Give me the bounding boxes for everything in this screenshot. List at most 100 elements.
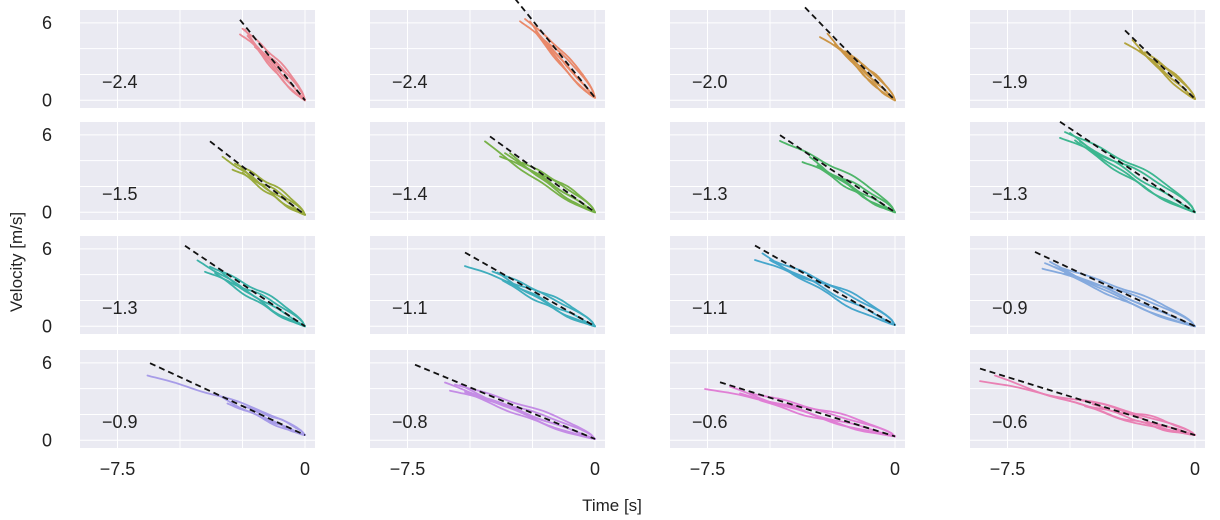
slope-label: −2.0 [692, 72, 728, 92]
plot-area [670, 236, 905, 334]
x-tick-label: −7.5 [990, 459, 1026, 479]
slope-label: −1.3 [992, 184, 1028, 204]
series-group [1124, 39, 1196, 100]
x-tick-label: −7.5 [390, 459, 426, 479]
velocity-trace [1084, 405, 1196, 437]
subplot-10: −1.1 [370, 236, 605, 334]
subplot-13: −0.9 0 6 −7.5 0 [42, 350, 315, 479]
plot-area [370, 122, 605, 220]
slope-label: −1.4 [392, 184, 428, 204]
fit-line [804, 6, 896, 101]
slope-label: −0.8 [392, 412, 428, 432]
velocity-trace [454, 383, 596, 440]
velocity-trace [519, 20, 596, 99]
slope-label: −0.6 [992, 412, 1028, 432]
velocity-trace [534, 30, 596, 99]
fit-line [719, 381, 896, 438]
series-group [1059, 131, 1196, 214]
slope-label: −0.6 [692, 412, 728, 432]
x-tick-label: −7.5 [100, 459, 136, 479]
velocity-trace [246, 35, 306, 102]
fit-line [1124, 29, 1196, 100]
velocity-trace [501, 279, 596, 328]
y-tick-label: 0 [42, 202, 52, 222]
y-axis-label: Velocity [m/s] [7, 212, 26, 312]
series-group [779, 139, 896, 214]
x-axis-label: Time [s] [582, 496, 642, 515]
fit-line [239, 19, 306, 101]
fit-line [149, 362, 306, 436]
fit-line [414, 363, 596, 440]
fit-line [754, 244, 896, 326]
fit-line [184, 245, 306, 328]
x-tick-label: −7.5 [690, 459, 726, 479]
velocity-trace [749, 392, 896, 438]
subplot-7: −1.3 [670, 122, 905, 220]
x-tick-label: 0 [300, 459, 310, 479]
y-tick-label: 6 [42, 13, 52, 33]
velocity-trace [444, 381, 596, 440]
plot-area [670, 122, 905, 220]
fit-line [514, 0, 596, 99]
series-group [754, 252, 896, 326]
plot-area [670, 350, 905, 448]
plot-area [370, 236, 605, 334]
y-tick-label: 0 [42, 430, 52, 450]
subplot-3: −2.0 [670, 6, 905, 108]
y-tick-label: 6 [42, 239, 52, 259]
fit-line [489, 135, 596, 213]
velocity-trace [819, 167, 896, 214]
velocity-trace [241, 171, 306, 216]
slope-label: −2.4 [102, 72, 138, 92]
series-group [444, 381, 596, 440]
velocity-trace [774, 260, 896, 326]
plot-area [670, 10, 905, 108]
plot-area [80, 350, 315, 448]
slope-label: −0.9 [992, 298, 1028, 318]
subplot-11: −1.1 [670, 236, 905, 334]
plot-area [80, 236, 315, 334]
velocity-trace [214, 272, 306, 328]
fit-line [1059, 120, 1196, 214]
slope-label: −2.4 [392, 72, 428, 92]
velocity-trace [209, 265, 306, 328]
plot-area [970, 10, 1205, 108]
velocity-trace [496, 271, 596, 328]
velocity-trace [524, 18, 596, 99]
velocity-trace [1044, 262, 1196, 328]
subplot-16: −0.6 −7.5 0 [970, 350, 1205, 479]
velocity-trace [1064, 131, 1196, 214]
subplot-4: −1.9 [970, 10, 1205, 108]
plot-area [80, 10, 315, 108]
panel-grid: −2.406−2.4 −2.0 −1.9−1.506−1.4 −1.3 −1.3−1.3… [42, 0, 1205, 479]
slope-label: −1.9 [992, 72, 1028, 92]
y-tick-label: 6 [42, 353, 52, 373]
velocity-trace [1144, 51, 1196, 100]
plot-area [80, 122, 315, 220]
slope-label: −1.3 [692, 184, 728, 204]
velocity-trace [739, 392, 896, 438]
subplot-1: −2.4 0 6 [42, 10, 315, 110]
plot-area [970, 350, 1205, 448]
plot-area [970, 122, 1205, 220]
velocity-trace [484, 140, 596, 214]
subplot-2: −2.4 [370, 0, 605, 108]
velocity-trace [234, 162, 306, 216]
velocity-trace [251, 41, 306, 102]
velocity-trace [769, 259, 896, 326]
y-tick-label: 6 [42, 125, 52, 145]
x-tick-label: 0 [590, 459, 600, 479]
slope-label: −0.9 [102, 412, 138, 432]
subplot-15: −0.6 −7.5 0 [670, 350, 905, 479]
velocity-trace [839, 47, 896, 102]
slope-label: −1.3 [102, 298, 138, 318]
velocity-trace [464, 390, 596, 440]
subplot-6: −1.4 [370, 122, 605, 220]
subplot-14: −0.8 −7.5 0 [370, 350, 605, 479]
subplot-9: −1.3 0 6 [42, 236, 315, 336]
subplot-8: −1.3 [970, 120, 1205, 220]
fit-line [209, 140, 306, 216]
x-tick-label: 0 [890, 459, 900, 479]
fit-line [464, 251, 596, 328]
